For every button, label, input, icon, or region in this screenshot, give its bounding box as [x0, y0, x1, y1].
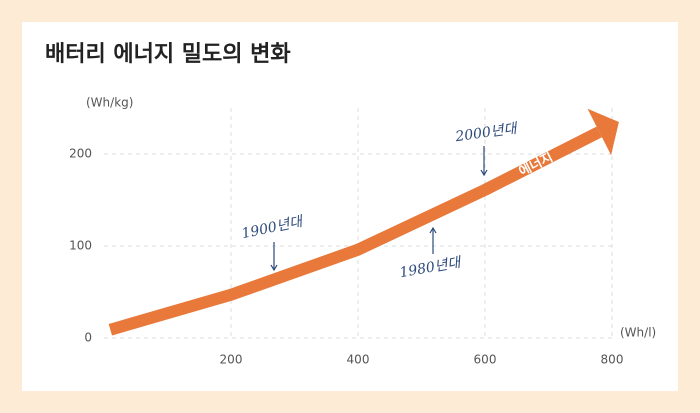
x-tick-label: 800	[601, 353, 624, 367]
card	[22, 22, 678, 391]
annotation-arrowhead	[429, 226, 437, 234]
arrow-head	[587, 108, 619, 156]
annotation-arrowhead	[270, 264, 278, 272]
x-tick-label: 200	[220, 353, 243, 367]
y-tick-label: 100	[69, 239, 92, 253]
x-axis-label: (Wh/l)	[620, 326, 656, 340]
x-tick-label: 400	[347, 353, 370, 367]
y-tick-label: 200	[69, 147, 92, 161]
annotation-arrowhead	[480, 169, 488, 177]
chart-title: 배터리 에너지 밀도의 변화	[45, 42, 291, 67]
y-tick-label: 0	[84, 331, 92, 345]
trend-arrow	[108, 126, 603, 336]
x-tick-label: 600	[474, 353, 497, 367]
y-axis-label: (Wh/kg)	[86, 96, 133, 110]
